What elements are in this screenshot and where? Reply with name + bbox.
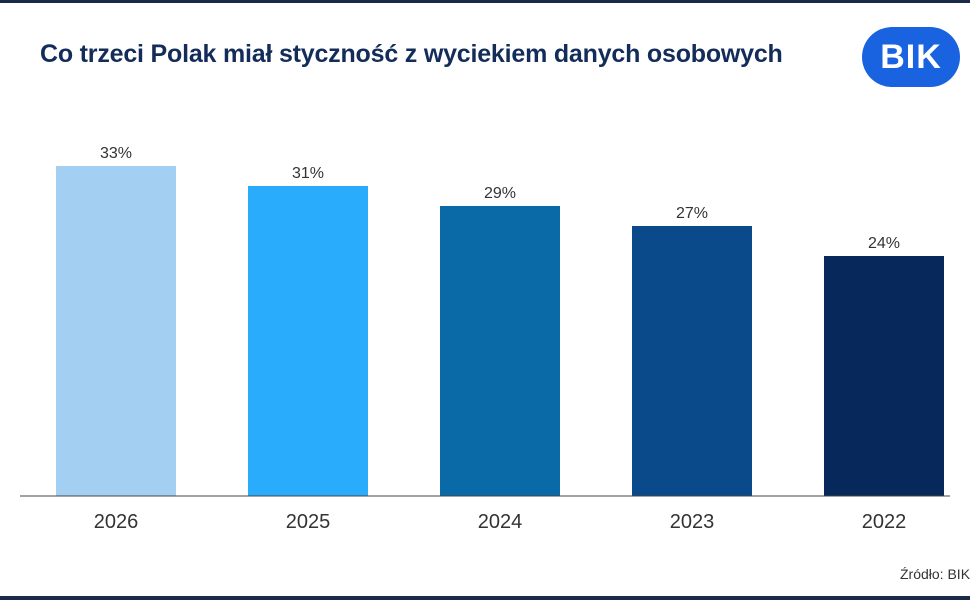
bar-2026 <box>56 166 176 496</box>
bar-2022 <box>824 256 944 496</box>
bar-2025 <box>248 186 368 496</box>
bottom-border <box>0 596 970 600</box>
data-label-2025: 31% <box>292 165 324 182</box>
logo-text: BIK <box>880 37 942 76</box>
data-label-2026: 33% <box>100 145 132 162</box>
category-label-2024: 2024 <box>478 511 523 533</box>
chart-title: Co trzeci Polak miał styczność z wycieki… <box>40 40 783 68</box>
category-label-2026: 2026 <box>94 511 139 533</box>
data-label-2024: 29% <box>484 185 516 202</box>
category-label-2022: 2022 <box>862 511 907 533</box>
bar-2024 <box>440 206 560 496</box>
data-label-2023: 27% <box>676 205 708 222</box>
bar-2023 <box>632 226 752 496</box>
data-label-2022: 24% <box>868 235 900 252</box>
category-label-2025: 2025 <box>286 511 331 533</box>
bik-logo: BIK <box>862 27 960 87</box>
category-label-2023: 2023 <box>670 511 715 533</box>
top-border <box>0 0 970 3</box>
